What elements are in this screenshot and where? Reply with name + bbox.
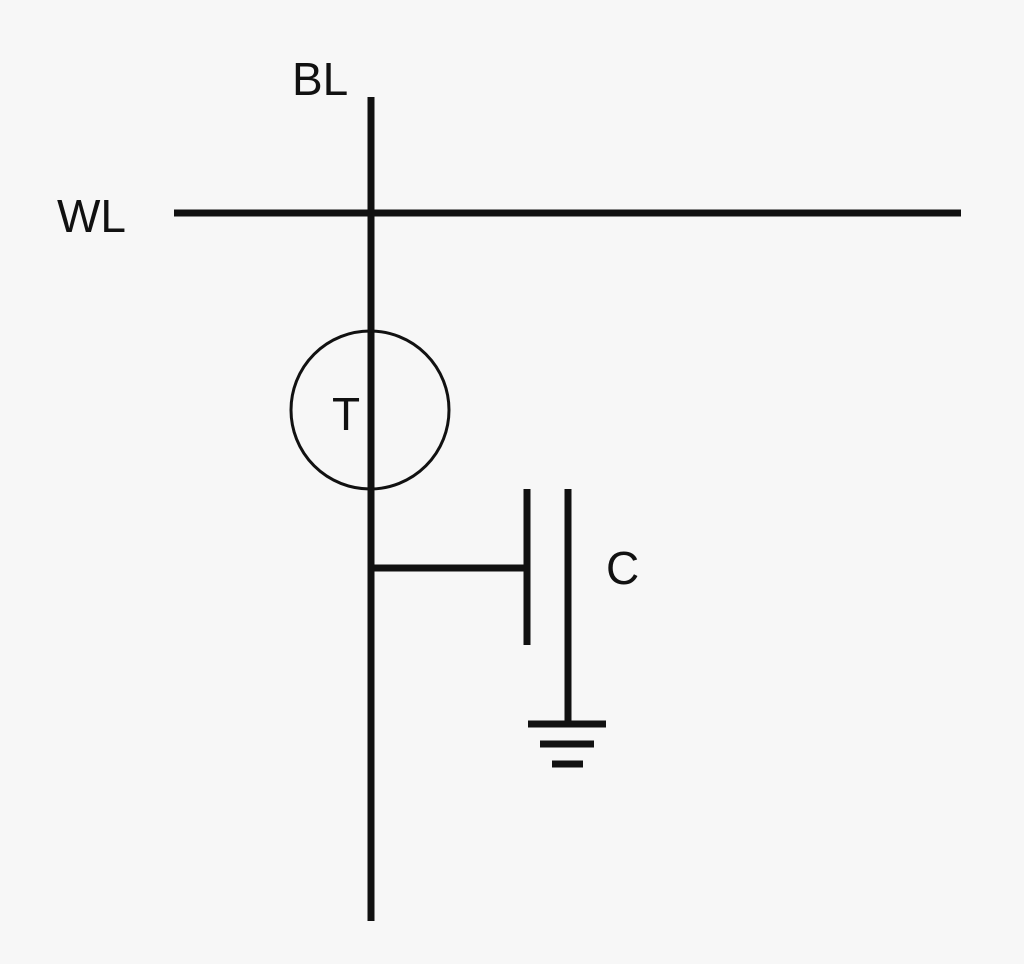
word-line-label: WL: [57, 190, 126, 242]
transistor-label: T: [332, 388, 360, 440]
transistor-symbol: [289, 329, 451, 491]
ground-icon: [528, 720, 606, 768]
bit-line-label: BL: [292, 53, 348, 105]
capacitor-label: C: [606, 542, 639, 594]
